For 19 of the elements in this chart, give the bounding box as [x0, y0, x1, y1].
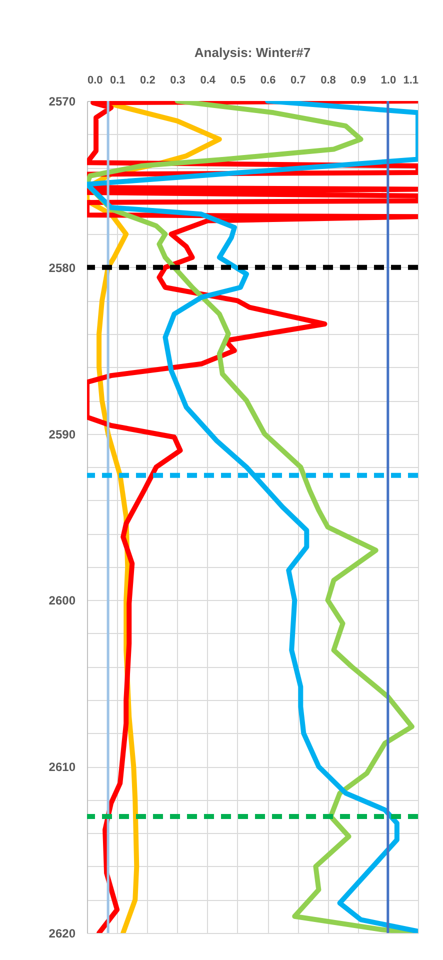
y-tick-label: 2570 [48, 94, 76, 108]
x-tick-label: 0.1 [110, 74, 126, 86]
chart-title: Analysis: Winter#7 [194, 45, 311, 60]
y-tick-label: 2590 [48, 427, 76, 442]
x-tick-label: 0.3 [170, 74, 186, 86]
text: 0.0 [88, 74, 103, 86]
x-tick-label: 0.6 [260, 74, 276, 86]
x-tick-label: 0.9 [350, 74, 366, 86]
text: 1.0 [380, 74, 396, 86]
y-tick-label: 2580 [48, 260, 76, 275]
y-tick-label: 2610 [48, 760, 76, 774]
x-tick-label: 1.1 [403, 74, 418, 86]
x-tick-label: 0.7 [290, 74, 306, 86]
x-tick-label: 0.2 [140, 74, 156, 86]
x-tick-label: 0.5 [230, 74, 246, 86]
y-tick-label: 2600 [48, 594, 76, 608]
x-tick-label: 0.4 [200, 74, 216, 86]
x-tick-label: 0.8 [320, 74, 336, 86]
y-tick-label: 2620 [48, 926, 76, 940]
